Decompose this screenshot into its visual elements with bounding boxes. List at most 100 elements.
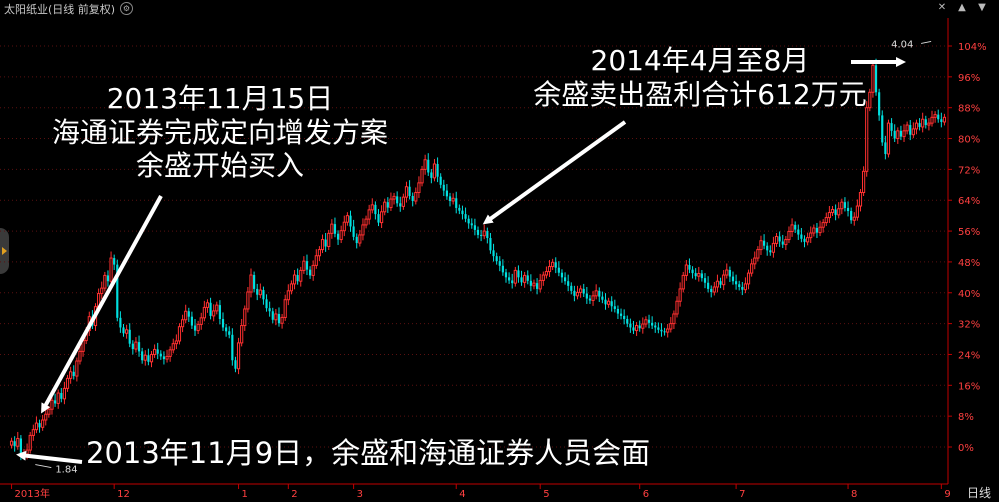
y-tick-label-3: 24%: [958, 350, 980, 361]
candle-body-242: [762, 240, 766, 246]
candle-body-285: [896, 130, 900, 140]
candle-body-239: [753, 257, 757, 265]
candle-body-133: [423, 159, 427, 170]
candle-body-15: [56, 392, 60, 404]
candle-body-3: [19, 438, 22, 455]
candle-body-55: [180, 319, 185, 328]
candle-body-93: [299, 269, 303, 282]
candle-body-296: [930, 116, 934, 124]
candle-body-117: [374, 204, 377, 215]
candle-body-299: [940, 119, 943, 122]
candle-body-135: [430, 172, 433, 178]
candle-body-49: [162, 356, 166, 360]
candle-body-59: [193, 325, 197, 331]
side-expand-handle[interactable]: [0, 228, 9, 274]
candle-body-187: [591, 295, 595, 301]
candle-body-272: [855, 205, 859, 218]
candle-body-63: [205, 302, 210, 308]
candle-body-38: [128, 329, 131, 344]
candle-body-197: [623, 315, 626, 319]
candle-body-124: [396, 196, 399, 204]
candle-body-128: [408, 186, 411, 196]
candle-body-147: [467, 218, 470, 224]
candle-body-251: [790, 224, 794, 232]
candle-body-1: [13, 441, 16, 447]
candle-body-89: [286, 290, 290, 301]
candle-body-256: [806, 237, 810, 243]
candle-body-169: [535, 283, 539, 289]
chevron-down-icon[interactable]: ▼: [978, 2, 986, 13]
annotation-2014-04-08: 2014年4月至8月 余盛卖出盈利合计612万元: [490, 44, 910, 111]
candle-body-231: [728, 270, 731, 277]
low-marker-label-1: 1.84: [55, 465, 77, 476]
candle-body-103: [330, 223, 334, 234]
candle-body-223: [703, 278, 707, 283]
candle-body-220: [694, 273, 697, 277]
candle-body-113: [361, 224, 365, 236]
candle-body-51: [168, 349, 172, 357]
candle-body-179: [567, 281, 570, 286]
candle-body-67: [218, 305, 221, 319]
candle-body-289: [909, 125, 912, 135]
candle-body-73: [236, 342, 241, 370]
candle-body-241: [759, 240, 763, 251]
chevron-up-icon[interactable]: ▲: [958, 2, 966, 13]
candle-body-71: [231, 334, 234, 361]
y-tick-label-1: 8%: [958, 412, 974, 423]
candle-body-295: [927, 122, 931, 126]
candle-body-39: [131, 343, 134, 350]
period-label[interactable]: 日线: [966, 486, 991, 500]
close-icon[interactable]: ✕: [937, 2, 947, 13]
candle-body-290: [911, 128, 915, 136]
candle-body-44: [147, 355, 150, 362]
candle-body-202: [638, 325, 641, 329]
candle-body-41: [137, 342, 141, 352]
candle-body-243: [766, 245, 769, 251]
candle-body-5: [25, 449, 29, 455]
candle-body-109: [349, 215, 352, 227]
x-tick-label-5: 4: [459, 489, 465, 500]
candle-body-7: [31, 429, 35, 436]
candle-body-253: [797, 229, 800, 235]
candle-body-181: [573, 290, 576, 296]
candle-body-188: [594, 290, 598, 297]
candle-body-261: [821, 222, 825, 228]
candle-body-158: [501, 265, 504, 273]
candle-body-227: [715, 280, 720, 288]
candle-body-47: [156, 349, 159, 354]
settings-icon[interactable]: ⚙: [120, 2, 133, 15]
candle-body-66: [215, 304, 219, 312]
candle-body-77: [249, 274, 253, 293]
annotation-2-line-2: 余盛卖出盈利合计612万元: [533, 77, 867, 111]
candle-body-72: [234, 360, 237, 369]
candle-body-17: [62, 387, 67, 400]
candle-body-199: [629, 323, 632, 328]
candle-body-45: [149, 353, 154, 363]
candle-body-283: [890, 123, 893, 131]
candle-body-259: [815, 227, 819, 233]
title-bar: 太阳纸业(日线 前复权) ⚙ ✕ ▲ ▼: [0, 0, 999, 16]
candle-body-104: [333, 224, 337, 234]
candle-body-112: [358, 234, 362, 244]
candle-body-62: [202, 306, 206, 319]
x-tick-label-1: 12: [117, 489, 130, 500]
candle-body-255: [803, 238, 806, 242]
candle-body-136: [432, 163, 437, 179]
candle-body-155: [492, 250, 495, 257]
candle-body-123: [392, 195, 396, 200]
candle-body-153: [486, 231, 489, 239]
candle-body-157: [498, 261, 501, 266]
candle-body-94: [302, 260, 306, 271]
candle-body-248: [781, 241, 784, 245]
candle-body-14: [54, 400, 57, 404]
y-tick-label-5: 40%: [958, 289, 980, 300]
candle-body-173: [547, 266, 552, 273]
candle-body-171: [541, 274, 545, 281]
candle-body-276: [868, 91, 872, 109]
candle-body-69: [225, 327, 228, 332]
candle-body-267: [840, 201, 844, 210]
candle-body-225: [710, 288, 713, 292]
candle-body-186: [588, 298, 592, 301]
candle-body-32: [109, 257, 113, 282]
x-tick-label-0: 2013年: [15, 487, 50, 500]
